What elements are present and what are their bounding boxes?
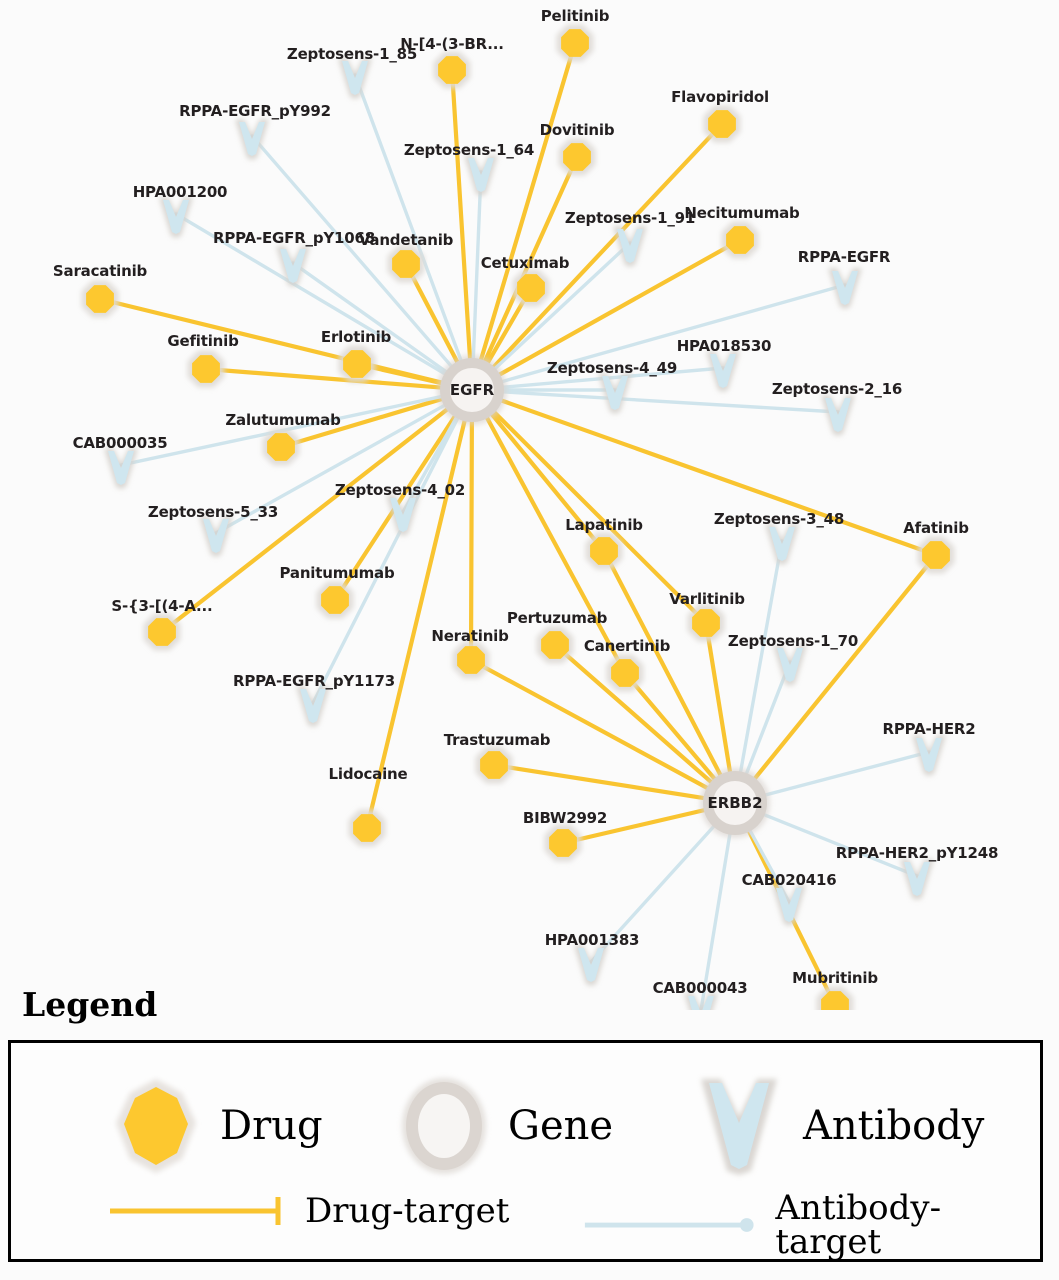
antibody-target-edge	[754, 750, 931, 802]
antibody-node[interactable]	[765, 524, 799, 565]
antibody-node[interactable]	[828, 268, 862, 309]
antibody-node[interactable]	[772, 885, 806, 926]
antibody-node[interactable]	[276, 246, 310, 287]
drug-target-edge	[364, 411, 475, 831]
legend-label-antibody: Antibody	[803, 1103, 985, 1149]
drug-node[interactable]	[143, 613, 181, 651]
drug-node[interactable]	[316, 581, 354, 619]
drug-node[interactable]	[536, 626, 574, 664]
gene-node-label: ERBB2	[707, 794, 763, 812]
gene-icon	[402, 1078, 486, 1174]
legend-item-gene: Gene	[394, 1071, 613, 1181]
nodes-layer	[81, 24, 955, 1011]
antibody-node[interactable]	[104, 448, 138, 489]
drug-node[interactable]	[475, 746, 513, 784]
antibody-node[interactable]	[159, 197, 193, 238]
drug-target-edge-icon	[110, 1197, 281, 1225]
network-graph-canvas: Pelitinib N-[4-(3-BR... Flavopiridol Doviti…	[53, 7, 998, 1011]
antibody-node[interactable]	[235, 119, 269, 160]
drug-node[interactable]	[433, 51, 471, 89]
drug-node[interactable]	[187, 350, 225, 388]
antibody-node[interactable]	[821, 395, 855, 436]
antibody-node[interactable]	[338, 58, 372, 99]
drug-node[interactable]	[606, 654, 644, 692]
drug-node[interactable]	[556, 24, 594, 62]
legend-item-antibody: Antibody	[689, 1071, 984, 1181]
drug-node[interactable]	[338, 345, 376, 383]
drug-target-edge	[480, 403, 607, 554]
gene-node[interactable]	[700, 768, 770, 838]
antibody-node[interactable]	[900, 859, 934, 900]
legend-label-antibody-target: Antibody-target	[775, 1188, 942, 1262]
drug-target-edge	[560, 799, 714, 846]
antibody-icon	[701, 1079, 777, 1175]
legend-section: Legend Drug Gene	[0, 985, 1059, 1280]
antibody-target-edge	[699, 823, 736, 1010]
gene-node[interactable]	[437, 355, 507, 425]
antibody-node[interactable]	[684, 993, 718, 1010]
legend-edge-row: Drug-target Antibody-target	[11, 1191, 1040, 1259]
antibody-target-edge-icon	[584, 1218, 754, 1232]
drug-node[interactable]	[585, 532, 623, 570]
drug-node[interactable]	[452, 641, 490, 679]
antibody-node[interactable]	[296, 686, 330, 727]
drug-node[interactable]	[917, 536, 955, 574]
antibody-node[interactable]	[613, 226, 647, 267]
legend-item-antibody-target: Antibody-target	[581, 1191, 1040, 1259]
drug-node[interactable]	[262, 428, 300, 466]
antibody-target-edge	[589, 817, 723, 964]
drug-node[interactable]	[81, 280, 119, 318]
antibody-node[interactable]	[912, 735, 946, 776]
drug-target-edge	[470, 40, 578, 370]
drug-node[interactable]	[721, 221, 759, 259]
drug-node[interactable]	[348, 809, 386, 847]
legend-label-drug: Drug	[220, 1103, 323, 1149]
antibody-node[interactable]	[199, 516, 233, 557]
drug-node[interactable]	[816, 986, 854, 1011]
antibody-node[interactable]	[464, 155, 498, 196]
drug-icon	[116, 1079, 196, 1173]
drug-node[interactable]	[558, 138, 596, 176]
antibody-node[interactable]	[773, 645, 807, 686]
antibody-node[interactable]	[598, 373, 632, 414]
antibody-node[interactable]	[574, 945, 608, 986]
antibody-node[interactable]	[706, 351, 740, 392]
drug-node[interactable]	[687, 604, 725, 642]
legend-node-row: Drug Gene Antibody	[11, 1071, 1040, 1181]
drug-node[interactable]	[544, 824, 582, 862]
drug-node[interactable]	[703, 105, 741, 143]
antibody-target-edge	[753, 807, 919, 878]
legend-item-drug-target: Drug-target	[106, 1191, 509, 1231]
legend-title: Legend	[22, 985, 158, 1024]
edges-layer	[97, 40, 939, 1010]
drug-node[interactable]	[387, 245, 425, 283]
gene-node-label: EGFR	[449, 381, 495, 399]
drug-target-edge	[483, 401, 709, 626]
network-svg	[81, 24, 955, 1011]
legend-box: Drug Gene Antibody	[8, 1040, 1043, 1262]
drug-target-edge	[492, 390, 939, 558]
legend-label-gene: Gene	[508, 1103, 614, 1149]
drug-node[interactable]	[512, 269, 550, 307]
antibody-target-edge	[353, 73, 469, 371]
legend-label-drug-target: Drug-target	[305, 1191, 510, 1231]
antibody-node[interactable]	[386, 495, 420, 536]
drug-target-edge	[462, 413, 482, 663]
drug-target-edge	[482, 121, 725, 378]
legend-item-drug: Drug	[106, 1071, 323, 1181]
